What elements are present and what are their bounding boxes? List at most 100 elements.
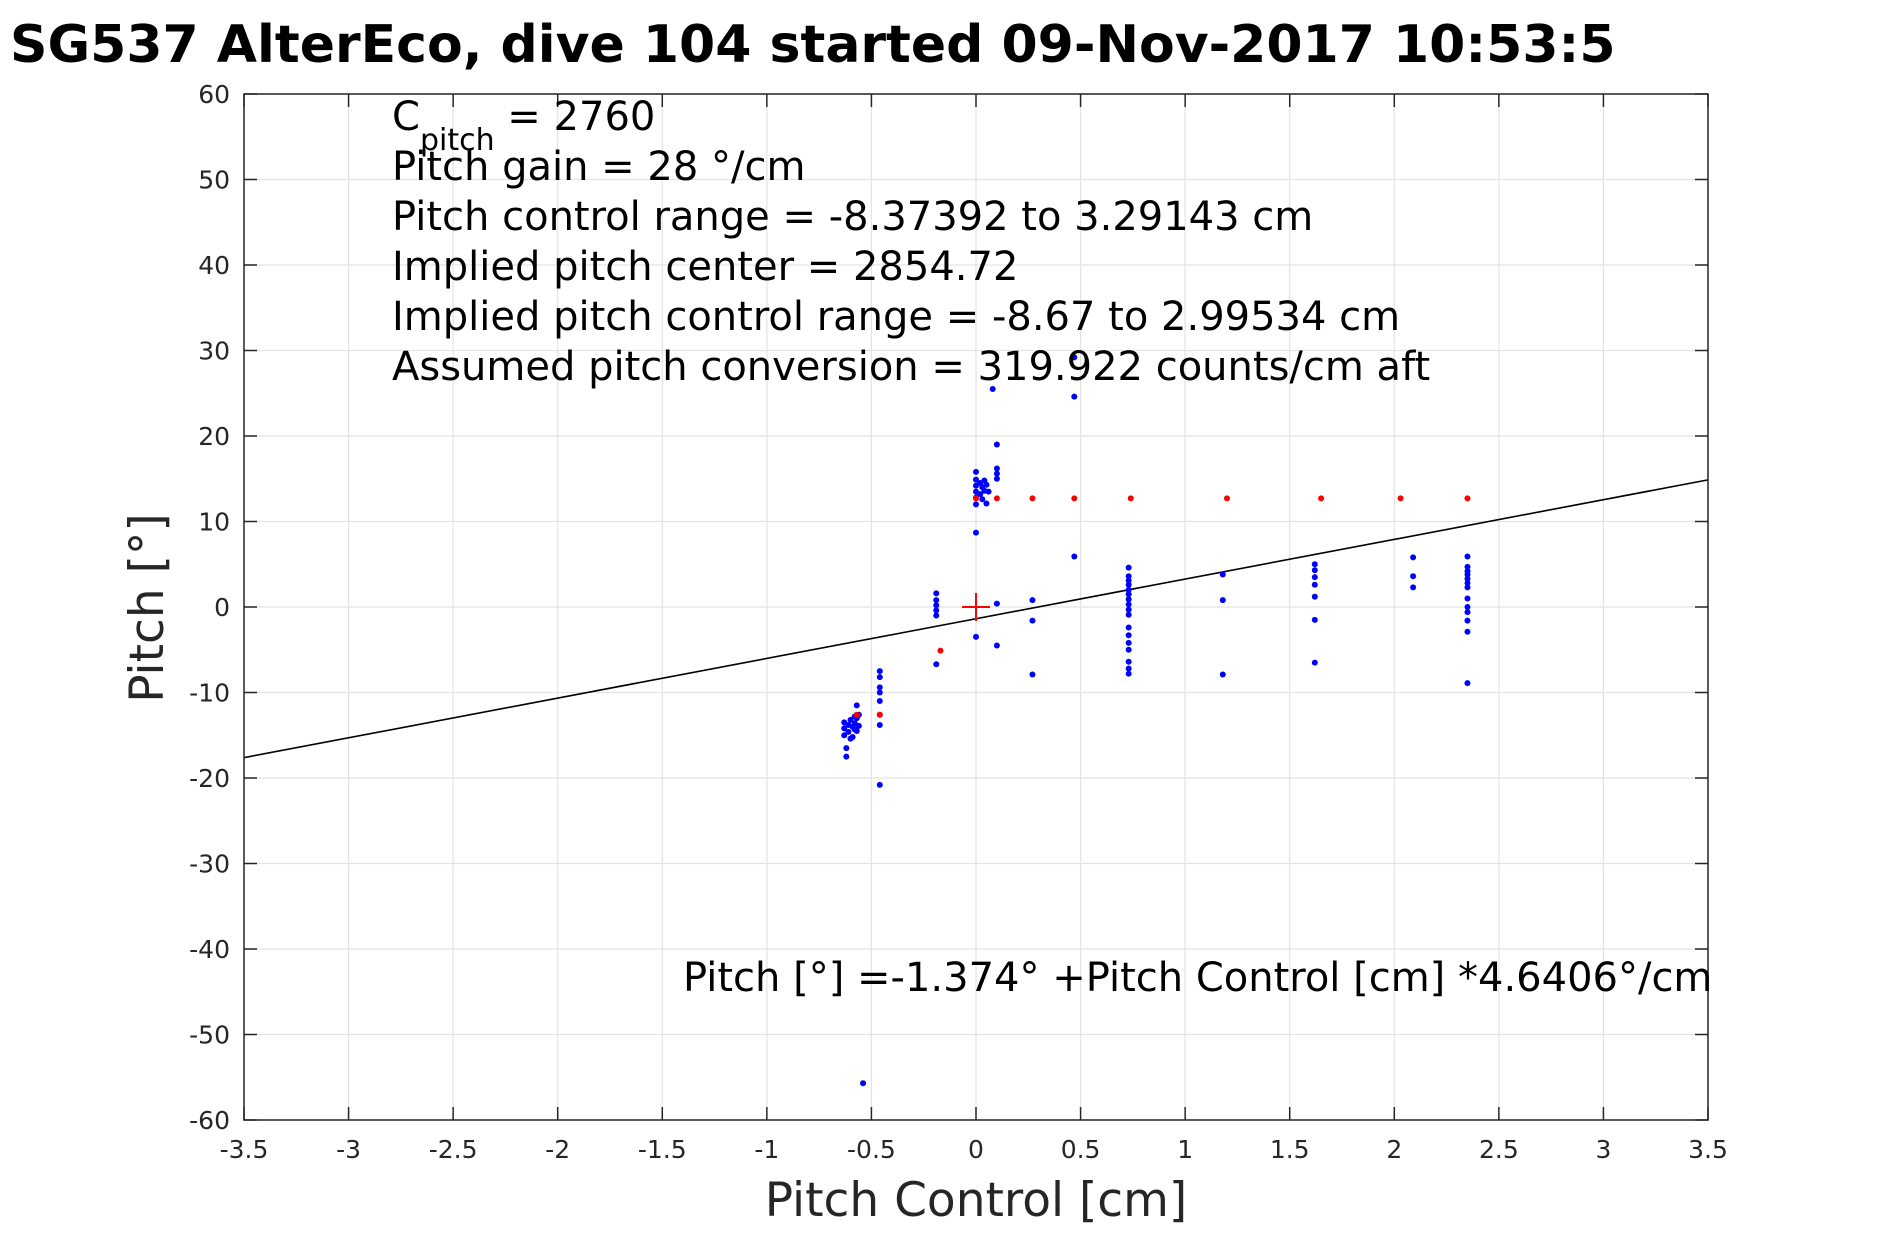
center-marker-layer <box>962 593 990 621</box>
observed-point <box>847 716 854 723</box>
x-axis-label: Pitch Control [cm] <box>765 1173 1188 1228</box>
observed-point <box>1125 646 1132 653</box>
x-tick-label: -3.5 <box>220 1135 269 1164</box>
y-tick-label: -40 <box>189 935 230 964</box>
observed-point <box>973 633 979 640</box>
y-tick-label: -50 <box>189 1021 230 1050</box>
observed-point <box>973 476 979 483</box>
observed-point <box>855 722 862 729</box>
observed-point <box>845 728 852 735</box>
x-tick-label: 3.5 <box>1688 1135 1728 1164</box>
observed-point <box>1125 564 1132 571</box>
binned-point <box>973 495 979 502</box>
observed-point <box>977 491 984 498</box>
y-tick-labels: -60 -50 -40 -30 -20 -10 0 10 20 30 40 50 60 <box>189 80 230 1135</box>
observed-point <box>1311 567 1318 574</box>
observed-point <box>849 733 856 740</box>
binned-point <box>1223 495 1230 502</box>
y-tick-label: -30 <box>189 850 230 879</box>
x-tick-label: -0.5 <box>847 1135 896 1164</box>
observed-point <box>876 689 883 696</box>
observed-point <box>1125 573 1132 580</box>
observed-point <box>1311 593 1318 600</box>
y-tick-label: 30 <box>198 337 230 366</box>
x-tick-label: -1.5 <box>638 1135 687 1164</box>
observed-point <box>1125 670 1132 677</box>
observed-point <box>1311 574 1318 581</box>
binned-point <box>1127 495 1134 502</box>
y-tick-label: -10 <box>189 679 230 708</box>
x-tick-label: 0.5 <box>1061 1135 1101 1164</box>
observed-point <box>1125 665 1132 672</box>
x-tick-label: 1 <box>1177 1135 1193 1164</box>
observed-point <box>1125 596 1132 603</box>
observed-point <box>993 470 1000 477</box>
x-tick-label: 1.5 <box>1270 1135 1310 1164</box>
observed-point <box>1125 577 1132 584</box>
observed-point <box>1125 632 1132 639</box>
y-tick-label: 10 <box>198 508 230 537</box>
observed-point <box>1125 591 1132 598</box>
observed-point <box>1464 553 1471 560</box>
observed-point <box>1464 580 1471 587</box>
x-tick-label: 2.5 <box>1479 1135 1519 1164</box>
annotation-line: Pitch control range = -8.37392 to 3.2914… <box>392 194 1313 240</box>
x-tick-label: 3 <box>1595 1135 1611 1164</box>
y-axis-label: Pitch [°] <box>120 513 175 703</box>
observed-point <box>853 702 860 709</box>
annotation-line: Implied pitch center = 2854.72 <box>392 244 1018 290</box>
observed-point <box>876 781 883 788</box>
observed-point <box>933 661 940 668</box>
observed-point <box>876 698 883 705</box>
observed-point <box>1311 581 1318 588</box>
observed-point <box>841 725 848 732</box>
observed-point <box>860 1080 867 1087</box>
fit-equation-label: Pitch [°] =-1.374° +Pitch Control [cm] *… <box>683 955 1712 1001</box>
axes-frame <box>243 93 1709 1121</box>
y-tick-label: 50 <box>198 166 230 195</box>
observed-point <box>1410 573 1417 580</box>
x-tick-label: -2 <box>545 1135 570 1164</box>
observed-point <box>983 500 990 507</box>
observed-point <box>853 727 860 734</box>
observed-point <box>1125 586 1132 593</box>
observed-point <box>1311 616 1318 623</box>
observed-point <box>1029 597 1036 604</box>
observed-point <box>1464 584 1471 591</box>
observed-point <box>983 481 990 488</box>
observed-point <box>1071 393 1078 400</box>
observed-point <box>1410 584 1417 591</box>
observed-point <box>1125 601 1132 608</box>
chart-title: SG537 AlterEco, dive 104 started 09-Nov-… <box>10 15 1616 75</box>
observed-point <box>1029 671 1036 678</box>
observed-point <box>1410 554 1417 561</box>
binned-point <box>1071 495 1078 502</box>
y-tick-label: 60 <box>198 80 230 109</box>
binned-point <box>1397 495 1404 502</box>
observed-point <box>1125 658 1132 665</box>
grid-lines <box>243 93 1709 1121</box>
binned-point <box>1318 495 1325 502</box>
observed-point <box>1125 581 1132 588</box>
binned-point <box>853 711 860 718</box>
y-tick-label: 0 <box>214 593 230 622</box>
observed-point <box>1464 563 1471 570</box>
observed-point <box>1071 553 1078 560</box>
binned-point <box>876 711 883 718</box>
observed-point <box>1219 597 1226 604</box>
x-tick-label: 2 <box>1386 1135 1402 1164</box>
x-tick-label: -2.5 <box>429 1135 478 1164</box>
binned-point <box>937 647 944 654</box>
observed-point <box>993 441 1000 448</box>
annotation-line: Cpitch = 2760 <box>392 94 655 158</box>
observed-point <box>933 612 940 619</box>
y-tick-label: 20 <box>198 422 230 451</box>
observed-point <box>1464 628 1471 635</box>
y-tick-label: -20 <box>189 764 230 793</box>
observed-point <box>1125 639 1132 646</box>
observed-point <box>973 529 979 536</box>
observed-point <box>876 674 883 681</box>
binned-point <box>1029 495 1036 502</box>
